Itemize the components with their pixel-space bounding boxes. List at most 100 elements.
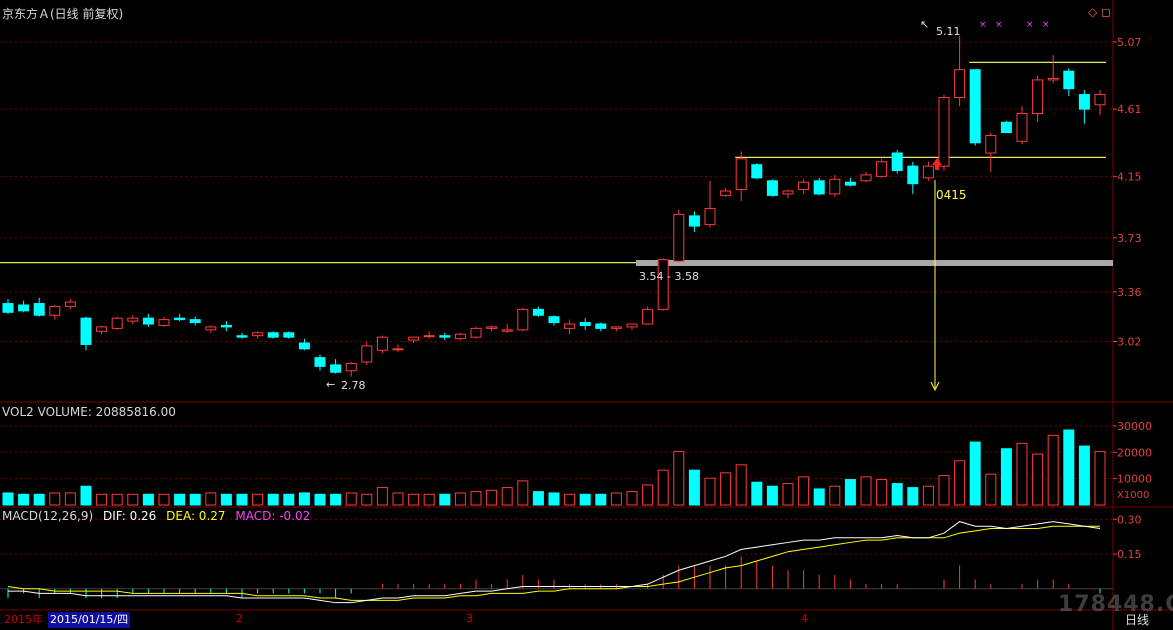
dif-line xyxy=(8,521,1101,604)
candle xyxy=(392,344,404,352)
candle xyxy=(595,322,607,332)
candle xyxy=(283,331,295,339)
candle-body xyxy=(1094,94,1106,106)
volume-bar xyxy=(361,493,373,506)
selected-date-cell[interactable]: 2015/01/15/四 xyxy=(48,612,131,628)
volume-bar xyxy=(189,493,201,506)
candle xyxy=(860,172,872,183)
volume-bar xyxy=(985,473,997,506)
candle xyxy=(298,338,310,351)
red-up-arrow-icon xyxy=(932,158,942,170)
candle-body xyxy=(142,317,154,325)
candle xyxy=(33,297,45,317)
dea-value: DEA: 0.27 xyxy=(166,509,226,523)
price-tick-label: 5.07 xyxy=(1117,36,1142,49)
volume-bars[interactable] xyxy=(2,429,1106,506)
candle xyxy=(891,150,903,174)
toolbar-toggle-icon[interactable]: ◇ ◻ xyxy=(1088,5,1112,19)
volume-bar xyxy=(454,492,466,506)
volume-bar xyxy=(922,485,934,506)
candle xyxy=(236,332,248,339)
year-label: 2015年 xyxy=(4,613,43,626)
volume-bar xyxy=(1032,453,1044,506)
volume-bar xyxy=(564,493,576,506)
candle xyxy=(813,177,825,196)
macd-tick-label: 0.30 xyxy=(1117,513,1142,526)
candle-body xyxy=(439,335,451,338)
candle-body xyxy=(798,181,810,191)
candle xyxy=(782,189,794,199)
candle-body xyxy=(408,336,420,341)
volume-tick-label: 20000 xyxy=(1117,446,1152,459)
candle xyxy=(142,313,154,327)
price-tick-label: 3.36 xyxy=(1117,286,1142,299)
candle xyxy=(673,210,685,263)
high-label: 5.11 xyxy=(936,25,961,38)
volume-bar xyxy=(96,493,108,506)
candlestick-series[interactable] xyxy=(2,36,1106,377)
volume-bar xyxy=(486,489,498,506)
candle-body xyxy=(283,332,295,338)
candle xyxy=(626,323,638,330)
candle xyxy=(610,326,622,332)
candle xyxy=(564,319,576,335)
candle-body xyxy=(486,326,498,329)
volume-bar xyxy=(423,493,435,506)
period-label[interactable]: 日线 xyxy=(1125,613,1150,627)
candle xyxy=(1078,90,1090,124)
volume-bar xyxy=(626,491,638,506)
candle xyxy=(766,179,778,197)
dif-value: DIF: 0.26 xyxy=(102,509,157,523)
date-note-label: 0415 xyxy=(936,188,967,202)
candle xyxy=(688,211,700,232)
candle xyxy=(907,161,919,194)
volume-indicator-label: VOL2 VOLUME: 20885816.00 xyxy=(2,405,176,419)
candle xyxy=(111,316,123,330)
candle-body xyxy=(33,303,45,316)
volume-bar xyxy=(142,493,154,506)
side-info-strip xyxy=(1158,20,1172,380)
candle-body xyxy=(938,96,950,167)
candle-body xyxy=(766,180,778,196)
macd-indicator-row: MACD(12,26,9) DIF: 0.26 DEA: 0.27 MACD: … xyxy=(2,509,310,523)
volume-bar xyxy=(720,472,732,506)
candle-body xyxy=(532,308,544,316)
candle xyxy=(439,332,451,341)
candle-body xyxy=(876,161,888,177)
candle-body xyxy=(985,134,997,154)
candle xyxy=(205,325,217,333)
volume-bar xyxy=(174,493,186,506)
candle-body xyxy=(252,332,264,337)
low-label: 2.78 xyxy=(341,379,366,392)
candle-body xyxy=(361,345,373,363)
candle-body xyxy=(174,317,186,321)
candle-body xyxy=(891,152,903,172)
candle xyxy=(876,158,888,178)
volume-bar xyxy=(829,485,841,506)
candle-body xyxy=(579,322,591,326)
volume-bar xyxy=(610,492,622,506)
volume-bar xyxy=(220,493,232,506)
candle-body xyxy=(392,348,404,351)
candle-body xyxy=(158,319,170,326)
candle-body xyxy=(314,357,326,367)
candle xyxy=(704,180,716,228)
candle xyxy=(220,321,232,332)
macd-tick-label: 0.15 xyxy=(1117,548,1142,561)
candle-body xyxy=(969,69,981,144)
volume-bar xyxy=(49,492,61,506)
candle xyxy=(174,313,186,322)
candle-body xyxy=(267,332,279,338)
magenta-x-marker-icon: × xyxy=(979,20,987,30)
candle xyxy=(189,316,201,326)
candle-body xyxy=(564,323,576,329)
volume-bar xyxy=(1000,448,1012,506)
moving-average-line xyxy=(8,97,1100,353)
volume-bar xyxy=(158,493,170,506)
candle xyxy=(252,331,264,339)
candle-body xyxy=(1016,113,1028,142)
volume-bar xyxy=(782,483,794,506)
candle xyxy=(314,354,326,371)
candle xyxy=(798,179,810,194)
